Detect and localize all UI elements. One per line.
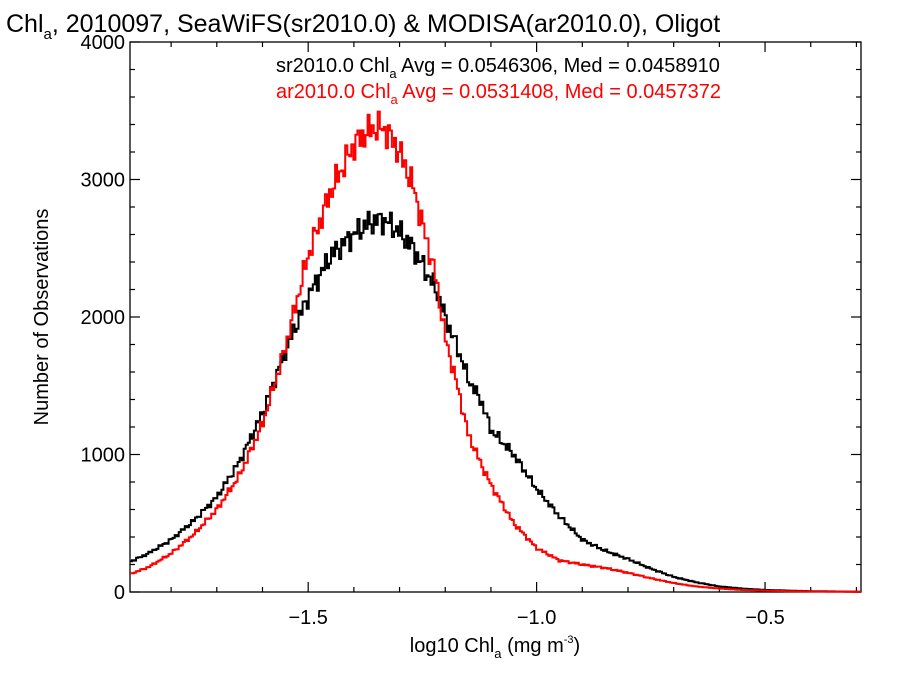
y-tick-label: 4000 bbox=[81, 32, 126, 54]
y-tick-label: 3000 bbox=[81, 170, 126, 192]
y-axis-label: Number of Observations bbox=[31, 209, 53, 426]
chart-title: Chla, 2010097, SeaWiFS(sr2010.0) & MODIS… bbox=[6, 10, 720, 43]
series-line-ar2010.0 bbox=[130, 110, 861, 593]
x-axis-ticks bbox=[170, 42, 858, 592]
plot-frame bbox=[129, 41, 862, 593]
y-axis-ticks bbox=[130, 41, 861, 593]
title-prefix: Chl bbox=[6, 10, 44, 38]
x-axis-tick-labels: −1.5 −1.0 −0.5 bbox=[288, 607, 784, 629]
y-tick-label: 0 bbox=[114, 582, 125, 604]
title-rest: , 2010097, SeaWiFS(sr2010.0) & MODISA(ar… bbox=[52, 10, 720, 38]
y-axis-tick-labels: 0 1000 2000 3000 4000 bbox=[81, 32, 126, 604]
series-lines bbox=[130, 110, 861, 593]
legend-entry-sr2010: sr2010.0 Chla Avg = 0.0546306, Med = 0.0… bbox=[276, 55, 720, 81]
y-tick-label: 2000 bbox=[81, 307, 126, 329]
x-axis-label: log10 Chla (mg m-3) bbox=[410, 634, 580, 661]
x-tick-label: −1.0 bbox=[517, 607, 556, 629]
legend-entry-ar2010: ar2010.0 Chla Avg = 0.0531408, Med = 0.0… bbox=[276, 81, 721, 107]
x-tick-label: −0.5 bbox=[745, 607, 784, 629]
x-tick-label: −1.5 bbox=[288, 607, 327, 629]
title-subscript: a bbox=[44, 26, 53, 43]
y-tick-label: 1000 bbox=[81, 445, 126, 467]
series-line-sr2010.0 bbox=[130, 210, 861, 593]
